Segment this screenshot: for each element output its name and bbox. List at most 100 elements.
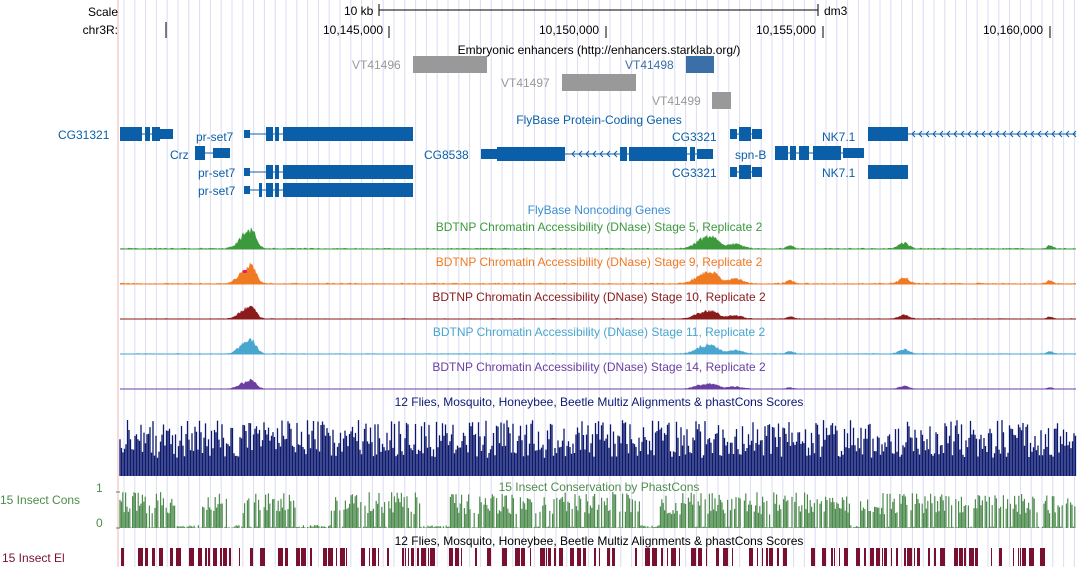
gene-exon [244,186,250,194]
gene-label[interactable]: pr-set7 [196,130,234,144]
gene-exon [497,147,565,161]
gene-exon [283,165,413,179]
gene-strand-arrow [578,150,583,158]
conserved-element [671,548,676,566]
conserved-element [369,548,370,566]
gene-strand-arrow [925,130,930,138]
conserved-element [999,548,1002,566]
conserved-element [940,548,945,566]
gene-label[interactable]: CG8538 [424,148,469,162]
conserved-element [698,548,702,566]
conserved-element [679,548,680,566]
conserved-element [635,548,637,566]
conserved-element [411,548,414,566]
conserved-element [928,548,930,566]
enhancer-label[interactable]: VT41497 [501,76,550,90]
conserved-element [296,548,300,566]
conserved-element [408,548,409,566]
chrom-label: chr3R: [82,23,118,37]
dnase-signal [120,337,1076,354]
conserved-element [652,548,657,566]
gene-exon [145,127,150,141]
gene-strand-arrow [967,130,972,138]
gene-strand-arrow [1037,130,1042,138]
gene-exon [283,183,413,197]
conserved-element [198,548,202,566]
conserved-element [402,548,404,566]
conserved-element [455,548,459,566]
conserved-element [661,548,663,566]
gene-label[interactable]: CG3321 [672,130,717,144]
gene-exon [799,146,809,160]
enhancer-label[interactable]: VT41499 [652,94,701,108]
conserved-element [145,548,148,566]
conserved-element [844,548,848,566]
conserved-element [239,548,240,566]
dnase-stage11-title[interactable]: BDTNP Chromatin Accessibility (DNase) St… [432,325,766,339]
conserved-element [487,548,491,566]
cons-ymax-label: 1 [96,481,103,495]
gene-label[interactable]: NK7.1 [822,130,856,144]
conserved-element [969,548,974,566]
dnase-stage9-title[interactable]: BDTNP Chromatin Accessibility (DNase) St… [435,255,763,269]
dnase-stage14-title[interactable]: BDTNP Chromatin Accessibility (DNase) St… [432,360,766,374]
gene-exon [690,147,695,161]
ruler-tick-label: 10,155,000 [756,23,817,37]
conserved-element [521,548,525,566]
conserved-element [515,548,520,566]
gene-label[interactable]: pr-set7 [198,166,236,180]
enhancer-label[interactable]: VT41498 [625,58,674,72]
gene-exon [244,168,250,176]
gene-exon [730,129,737,139]
gene-strand-arrow [1030,130,1035,138]
multiz-track-title[interactable]: 12 Flies, Mosquito, Honeybee, Beetle Mul… [394,395,804,409]
conserved-element [959,548,963,566]
gene-label[interactable]: Crz [170,148,189,162]
conserved-element [882,548,883,566]
cons-track-title[interactable]: 15 Insect Conservation by PhastCons [498,480,700,494]
conserved-element [914,548,915,566]
gene-exon [813,146,841,160]
conserved-element [762,548,763,566]
conserved-element [954,548,958,566]
gene-strand-arrow [953,130,958,138]
gene-exon [266,183,273,197]
dnase-stage5-title[interactable]: BDTNP Chromatin Accessibility (DNase) St… [435,220,763,234]
enhancers-track-title[interactable]: Embryonic enhancers (http://enhancers.st… [457,43,741,57]
dnase-stage10-title[interactable]: BDTNP Chromatin Accessibility (DNase) St… [432,290,766,304]
gene-label[interactable]: CG3321 [672,166,717,180]
conserved-element [548,548,551,566]
elements-track-title[interactable]: 12 Flies, Mosquito, Honeybee, Beetle Mul… [394,534,804,548]
conserved-element [934,548,936,566]
noncoding-track-title[interactable]: FlyBase Noncoding Genes [527,203,671,217]
conserved-element [570,548,574,566]
gene-strand-arrow [571,150,576,158]
conserved-element [645,548,650,566]
gene-strand-arrow [592,150,597,158]
conserved-element [387,548,389,566]
conserved-element [1020,548,1021,566]
conserved-element [667,548,668,566]
protein-coding-track-title[interactable]: FlyBase Protein-Coding Genes [516,113,682,127]
conserved-element [594,548,596,566]
conserved-element [691,548,696,566]
enhancer-label[interactable]: VT41496 [352,58,401,72]
conserved-element [336,548,337,566]
gene-label[interactable]: spn-B [735,148,767,162]
conserved-element [530,548,531,566]
gene-label[interactable]: NK7.1 [822,166,856,180]
scale-label: Scale [87,5,118,19]
conserved-element [189,548,194,566]
conserved-element [121,548,124,566]
conserved-element [554,548,556,566]
conserved-element [540,548,545,566]
gene-label[interactable]: pr-set7 [198,184,236,198]
conserved-element [285,548,288,566]
gene-exon [283,127,413,141]
conserved-element [475,548,477,566]
gene-strand-arrow [932,130,937,138]
gene-exon [152,127,160,141]
gene-label[interactable]: CG31321 [58,128,110,142]
